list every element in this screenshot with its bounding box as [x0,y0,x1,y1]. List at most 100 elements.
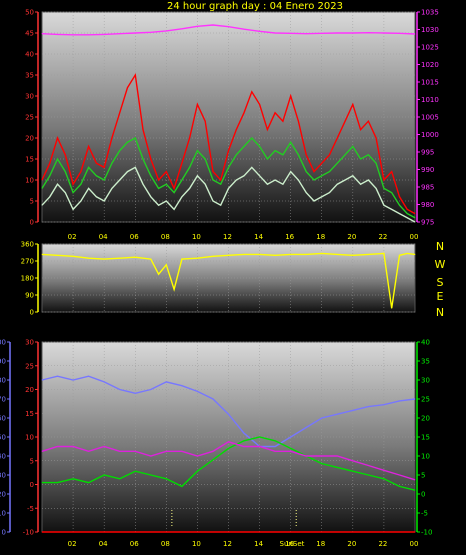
temperature-series-point [414,398,416,400]
wind-series-point [414,217,416,219]
direction-series-point [391,307,393,309]
temperature-series-point [134,470,136,472]
temperature-series-point [399,474,400,476]
temperature-far-left-tick-label: 40 [0,453,6,461]
wind-series-point [158,188,159,189]
wind-series-point [111,137,113,139]
wind-series-point [266,183,268,185]
compass-label-e: E [437,290,444,303]
wind-series-point [243,175,245,177]
temperature-series-point [165,450,167,452]
wind-series-point [80,171,82,173]
wind-right-tick-label: 1035 [421,9,439,17]
wind-series-point [72,192,74,194]
wind-x-tick-label: 02 [68,233,77,241]
temperature-x-tick-label: 18 [316,540,325,548]
direction-series-point [212,255,214,257]
temperature-far-left-tick-label: 60 [0,415,6,423]
wind-series-point [57,183,58,185]
direction-left-tick-label: 360 [21,241,34,249]
temperature-series-point [72,379,74,381]
wind-series-point [352,175,354,177]
wind-series-point [414,213,416,215]
wind-series-point [103,167,105,168]
temperature-x-tick-label: 20 [347,540,356,548]
temperature-x-tick-label: 04 [99,540,108,548]
wind-left-tick-label: 25 [25,114,34,122]
wind-series-point [127,171,128,173]
wind-series-point [313,200,315,202]
wind-series-point [134,74,136,76]
wind-series-point [111,162,113,164]
temperature-series-point [119,478,121,480]
wind-series-point [204,158,206,160]
wind-series-point [134,137,136,139]
wind-right-tick-label: 1015 [421,79,439,87]
wind-series-point [313,171,315,173]
wind-series-point [197,25,198,27]
wind-x-tick-label: 08 [161,233,170,241]
direction-series-point [290,253,292,255]
wind-series-point [41,204,43,206]
wind-series-point [336,183,338,185]
temperature-series-point [290,436,292,438]
direction-series-point [197,257,198,259]
wind-series-point [305,33,307,35]
temperature-right-tick-label: -10 [421,529,432,537]
wind-series-point [321,32,323,34]
temperature-series-point [88,482,90,483]
wind-right-tick-label: 1020 [421,61,439,69]
temperature-left-tick-label: 15 [25,410,34,418]
wind-series-point [259,175,260,177]
temperature-right-tick-label: 40 [421,339,430,347]
wind-series-point [313,179,315,181]
wind-right-tick-label: 975 [421,219,434,227]
wind-series-point [367,179,369,181]
wind-series-point [95,196,97,198]
temperature-right-tick-label: 10 [421,453,430,461]
temperature-series-point [352,470,354,472]
wind-series-point [64,192,66,194]
direction-series-point [57,254,58,256]
wind-series-point [274,150,276,152]
chart-plots: 0510152025303540455097598098599099510001… [0,9,439,549]
temperature-series-point [243,432,245,434]
temperature-x-tick-label: 22 [378,540,387,548]
temperature-left-tick-label: 20 [25,386,34,394]
wind-series-point [173,209,175,210]
temperature-left-tick-label: 5 [30,457,34,465]
wind-right-tick-label: 1025 [421,44,439,52]
wind-x-tick-label: 16 [285,233,294,241]
wind-series-point [88,167,90,168]
temperature-series-point [305,455,307,457]
direction-series-point [173,288,175,290]
wind-series-point [80,200,82,202]
temperature-series-point [150,389,152,390]
temperature-x-tick-label: 12 [223,540,232,548]
temperature-series-point [414,479,416,481]
temperature-series-point [399,400,400,402]
temperature-right-tick-label: 25 [421,396,430,404]
temperature-series-point [367,465,369,466]
wind-series-point [197,150,198,152]
wind-series-point [336,137,338,139]
wind-series-point [150,31,152,33]
wind-series-point [72,34,74,36]
temperature-series-point [383,478,385,480]
wind-series-point [95,162,97,164]
temperature-series-point [243,440,245,442]
wind-series-point [173,192,175,194]
wind-series-point [228,167,229,168]
wind-series-point [111,188,113,189]
wind-series-point [305,154,307,156]
wind-series-point [165,200,167,202]
wind-series-point [64,171,66,173]
temperature-right-tick-label: 15 [421,434,430,442]
wind-series-point [329,192,330,194]
temperature-series-point [134,392,136,394]
wind-x-tick-label: 06 [130,233,139,241]
temperature-series-point [72,478,74,480]
temperature-series-point [274,446,276,447]
wind-series-point [220,204,222,206]
wind-left-tick-label: 10 [25,177,34,185]
